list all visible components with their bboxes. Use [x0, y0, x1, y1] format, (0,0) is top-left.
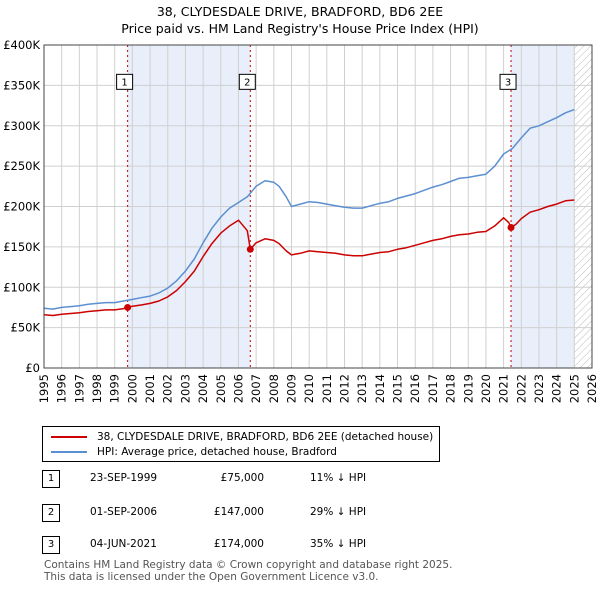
y-tick-label: £350K: [3, 78, 40, 92]
x-tick-label: 2003: [178, 374, 192, 403]
x-tick-label: 2007: [249, 374, 263, 403]
x-tick-label: 2015: [391, 374, 405, 403]
sale-point: [507, 223, 515, 231]
y-tick-label: £50K: [11, 321, 41, 335]
property-series-line: [44, 199, 575, 317]
x-tick-label: 2009: [284, 374, 298, 403]
x-tick-label: 2000: [125, 374, 139, 403]
legend-item-property: 38, CLYDESDALE DRIVE, BRADFORD, BD6 2EE …: [51, 430, 433, 444]
sale-number-label: 3: [505, 77, 511, 88]
x-tick-label: 2010: [302, 374, 316, 403]
y-tick-label: £150K: [3, 240, 40, 254]
x-tick-label: 1998: [90, 374, 104, 403]
x-tick-label: 1995: [37, 374, 51, 403]
sale-number-label: 2: [244, 77, 250, 88]
x-tick-label: 2024: [550, 374, 564, 403]
y-tick-label: £300K: [3, 119, 40, 133]
y-tick-label: £200K: [3, 200, 40, 214]
x-tick-label: 2014: [373, 374, 387, 403]
x-tick-label: 2022: [514, 374, 528, 403]
x-tick-label: 2008: [267, 374, 281, 403]
sales-table-row: 1 23-SEP-1999 £75,000 11% ↓ HPI: [42, 470, 562, 490]
y-tick-label: £400K: [3, 38, 40, 52]
y-tick-label: £250K: [3, 159, 40, 173]
x-tick-label: 2017: [426, 374, 440, 403]
legend-label-hpi: HPI: Average price, detached house, Brad…: [97, 446, 337, 458]
x-tick-label: 2019: [461, 374, 475, 403]
sale-price: £147,000: [213, 506, 264, 518]
x-tick-label: 2020: [479, 374, 493, 403]
x-tick-label: 2026: [585, 374, 599, 403]
legend-item-hpi: HPI: Average price, detached house, Brad…: [51, 445, 337, 459]
sale-number-box: [499, 73, 517, 90]
plot-frame: [43, 44, 593, 369]
sale-date: 01-SEP-2006: [90, 506, 158, 518]
sale-number-label: 1: [121, 77, 127, 88]
x-tick-label: 2001: [143, 374, 157, 403]
x-tick-label: 2006: [231, 374, 245, 403]
sale-price: £174,000: [213, 538, 264, 550]
x-tick-label: 2004: [196, 374, 210, 403]
x-tick-label: 2021: [497, 374, 511, 403]
x-tick-label: 2011: [320, 374, 334, 403]
legend-swatch-hpi: [51, 451, 87, 453]
sales-table-row: 3 04-JUN-2021 £174,000 35% ↓ HPI: [42, 536, 562, 556]
x-tick-label: 2023: [532, 374, 546, 403]
sale-number-badge: 2: [42, 504, 60, 522]
y-tick-label: £0: [25, 361, 40, 375]
sale-point: [124, 303, 132, 311]
footer-line-1: Contains HM Land Registry data © Crown c…: [44, 559, 453, 571]
x-tick-label: 2002: [161, 374, 175, 403]
sale-number-box: [116, 73, 134, 90]
sale-date: 04-JUN-2021: [90, 538, 157, 550]
sale-price: £75,000: [220, 472, 264, 484]
x-tick-label: 2005: [214, 374, 228, 403]
sales-table-row: 2 01-SEP-2006 £147,000 29% ↓ HPI: [42, 504, 562, 524]
x-tick-label: 2016: [408, 374, 422, 403]
sale-hpi-diff: 29% ↓ HPI: [310, 506, 367, 518]
footer-attribution: Contains HM Land Registry data © Crown c…: [44, 559, 453, 583]
sale-number-badge: 3: [42, 536, 60, 554]
sale-hpi-diff: 11% ↓ HPI: [310, 472, 367, 484]
legend: 38, CLYDESDALE DRIVE, BRADFORD, BD6 2EE …: [42, 426, 440, 462]
legend-label-property: 38, CLYDESDALE DRIVE, BRADFORD, BD6 2EE …: [97, 431, 434, 443]
x-tick-label: 2018: [444, 374, 458, 403]
x-tick-label: 2025: [567, 374, 581, 403]
sale-date: 23-SEP-1999: [90, 472, 158, 484]
x-tick-label: 2013: [355, 374, 369, 403]
x-tick-label: 2012: [338, 374, 352, 403]
y-tick-label: £100K: [3, 280, 40, 294]
legend-swatch-property: [51, 436, 87, 438]
sale-number-badge: 1: [42, 470, 60, 488]
sale-number-box: [238, 73, 256, 90]
x-tick-label: 1999: [108, 374, 122, 403]
footer-line-2: This data is licensed under the Open Gov…: [44, 570, 379, 583]
x-tick-label: 1996: [55, 374, 69, 403]
sale-hpi-diff: 35% ↓ HPI: [310, 538, 367, 550]
price-chart: £0 £50K £100K £150K £200K £250K £300K £350K £400…: [3, 38, 599, 403]
chart-title: 38, CLYDESDALE DRIVE, BRADFORD, BD6 2EE: [156, 4, 444, 19]
chart-subtitle: Price paid vs. HM Land Registry's House …: [121, 21, 479, 36]
sale-point: [246, 245, 254, 253]
x-tick-label: 1997: [72, 374, 86, 403]
hpi-series-line: [44, 108, 575, 310]
